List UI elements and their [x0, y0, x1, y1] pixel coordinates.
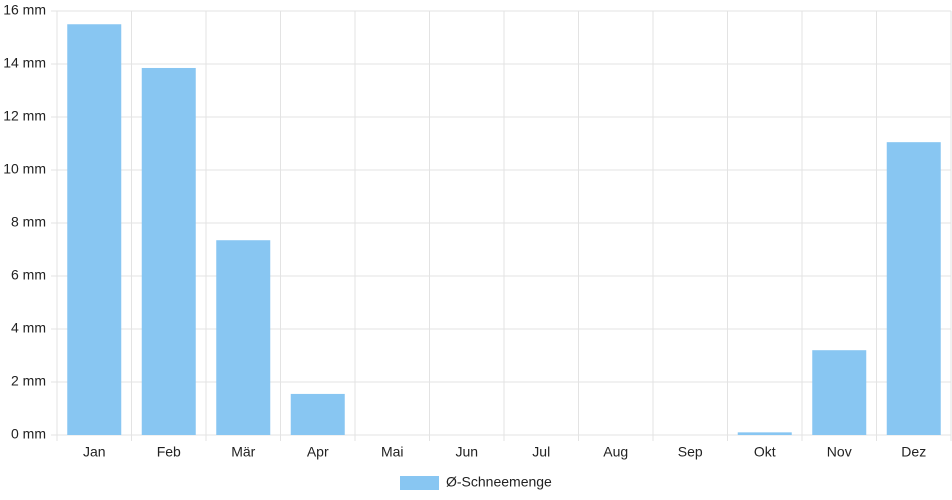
legend-label: Ø-Schneemenge [446, 474, 552, 490]
y-tick-label: 12 mm [3, 108, 46, 124]
legend-swatch [400, 476, 439, 490]
y-tick-label: 6 mm [11, 267, 46, 283]
bar [886, 142, 941, 436]
x-tick-label: Sep [678, 444, 703, 460]
y-tick-label: 14 mm [3, 55, 46, 71]
x-tick-label: Jul [532, 444, 550, 460]
x-tick-label: Jun [455, 444, 478, 460]
y-tick-label: 16 mm [3, 2, 46, 18]
bar [141, 67, 196, 435]
x-tick-label: Apr [307, 444, 329, 460]
y-tick-label: 0 mm [11, 426, 46, 442]
x-tick-label: Okt [754, 444, 776, 460]
bar [216, 240, 271, 435]
x-tick-label: Aug [603, 444, 628, 460]
x-tick-label: Nov [827, 444, 852, 460]
x-tick-label: Dez [901, 444, 926, 460]
bar [812, 350, 867, 435]
y-tick-label: 4 mm [11, 320, 46, 336]
x-tick-label: Jan [83, 444, 106, 460]
bar [67, 24, 122, 435]
bar [290, 393, 345, 435]
bar [737, 432, 792, 435]
y-tick-label: 10 mm [3, 161, 46, 177]
y-tick-label: 2 mm [11, 373, 46, 389]
x-tick-label: Mär [231, 444, 255, 460]
x-tick-label: Mai [381, 444, 404, 460]
x-tick-label: Feb [157, 444, 181, 460]
y-tick-label: 8 mm [11, 214, 46, 230]
